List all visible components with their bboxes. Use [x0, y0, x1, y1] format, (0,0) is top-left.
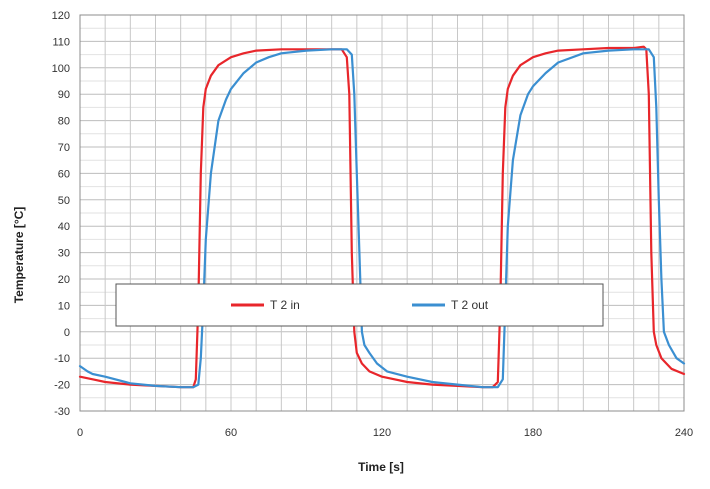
legend-box — [115, 283, 604, 327]
y-axis-title: Temperature [°C] — [12, 207, 26, 304]
x-tick-label: 240 — [675, 427, 693, 439]
legend-label-t2-in: T 2 in — [270, 298, 300, 312]
y-tick-label: 90 — [58, 89, 70, 101]
series-lines — [78, 45, 686, 389]
y-tick-label: 50 — [58, 195, 70, 207]
y-tick-label: 120 — [52, 10, 70, 22]
plot-area-frame — [79, 14, 685, 412]
y-tick-label: 100 — [52, 63, 70, 75]
y-tick-label: -20 — [54, 380, 70, 392]
y-tick-label: 10 — [58, 300, 70, 312]
x-axis-title: Time [s] — [358, 460, 404, 474]
y-tick-label: 40 — [58, 221, 70, 233]
grid — [79, 14, 685, 412]
y-tick-label: 30 — [58, 248, 70, 260]
y-tick-label: 0 — [64, 327, 70, 339]
series-line-t-2-in — [78, 45, 686, 389]
x-tick-label: 120 — [373, 427, 391, 439]
y-axis-ticks: -30 -20 -10 0 10 20 30 40 50 60 70 80 90 100 110 120 — [52, 10, 70, 418]
y-tick-label: 60 — [58, 168, 70, 180]
x-tick-label: 60 — [225, 427, 237, 439]
y-tick-label: -10 — [54, 353, 70, 365]
x-tick-label: 180 — [524, 427, 542, 439]
y-tick-label: -30 — [54, 406, 70, 418]
legend-label-t2-out: T 2 out — [451, 298, 489, 312]
x-tick-label: 0 — [77, 427, 83, 439]
y-tick-label: 70 — [58, 142, 70, 154]
x-axis-ticks: 0 60 120 180 240 — [77, 427, 693, 439]
y-tick-label: 20 — [58, 274, 70, 286]
y-tick-label: 110 — [52, 36, 70, 48]
series-line-t-2-out — [78, 48, 686, 389]
legend: T 2 in T 2 out — [115, 283, 604, 327]
y-tick-label: 80 — [58, 116, 70, 128]
